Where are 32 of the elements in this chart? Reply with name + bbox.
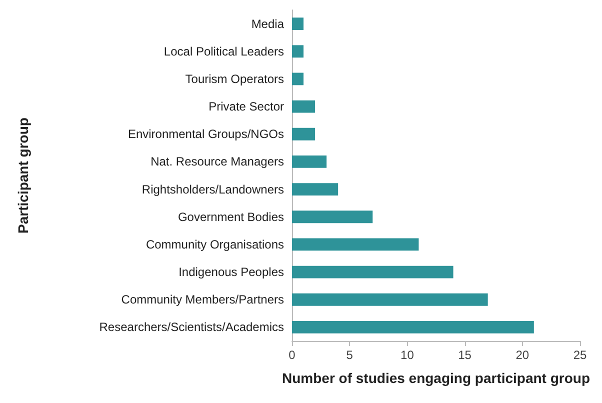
x-tick-label: 15 xyxy=(458,348,472,362)
bar xyxy=(292,45,304,58)
bar xyxy=(292,72,304,86)
y-tick-label: Indigenous Peoples xyxy=(178,265,284,280)
x-tick-label: 0 xyxy=(288,348,296,362)
x-tick-label: 10 xyxy=(400,348,414,362)
y-tick-label: Tourism Operators xyxy=(185,72,284,86)
bar xyxy=(292,321,534,334)
y-tick-label: Nat. Resource Managers xyxy=(150,154,284,169)
y-tick-label: Environmental Groups/NGOs xyxy=(128,127,284,142)
bar xyxy=(292,238,419,251)
y-tick-label: Community Members/Partners xyxy=(121,292,284,307)
y-axis-title: Participant group xyxy=(15,118,31,234)
x-tick-label: 20 xyxy=(516,348,530,362)
bar xyxy=(292,293,488,306)
y-tick-label: Media xyxy=(251,16,284,31)
bar xyxy=(292,128,316,140)
bar xyxy=(292,266,454,278)
y-tick-label: Rightsholders/Landowners xyxy=(142,182,284,196)
bar xyxy=(292,210,373,224)
bar xyxy=(292,183,338,196)
bar xyxy=(292,100,316,113)
x-tick-label: 5 xyxy=(346,348,354,362)
y-tick-label: Government Bodies xyxy=(178,210,284,224)
bar xyxy=(292,156,327,168)
bar xyxy=(292,18,304,30)
y-tick-label: Local Political Leaders xyxy=(164,44,284,58)
y-tick-label: Private Sector xyxy=(208,100,284,114)
y-tick-label: Researchers/Scientists/Academics xyxy=(99,320,284,334)
x-axis-title: Number of studies engaging participant group xyxy=(282,370,590,386)
y-tick-label: Community Organisations xyxy=(146,237,284,252)
x-tick-label: 25 xyxy=(573,348,587,362)
